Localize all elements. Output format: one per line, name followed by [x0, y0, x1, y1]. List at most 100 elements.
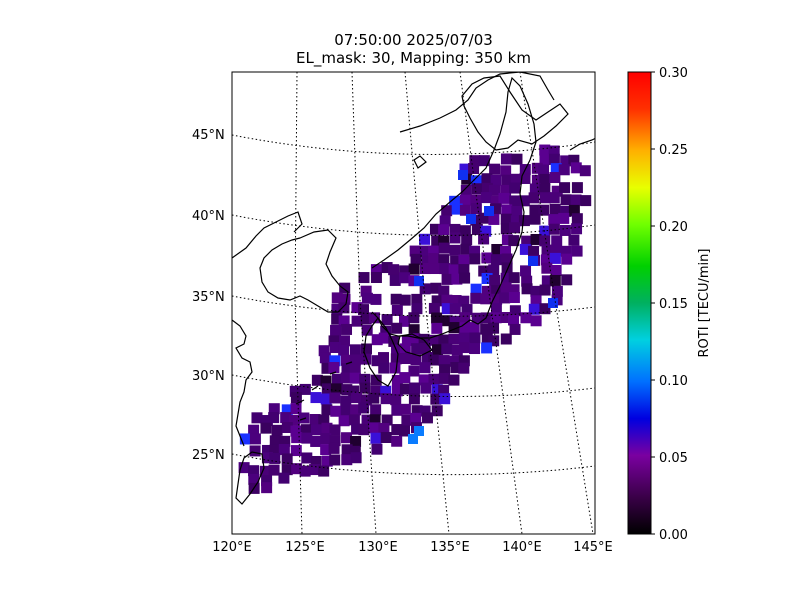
roti-cell: [508, 272, 520, 284]
roti-cell: [419, 245, 431, 257]
roti-cell: [490, 195, 502, 207]
roti-cell: [511, 205, 523, 217]
map-title-time: 07:50:00 2025/07/03: [334, 31, 493, 49]
roti-cell: [458, 355, 470, 367]
roti-cell: [548, 153, 560, 165]
roti-cell: [380, 393, 392, 405]
coastline-japan-honshu: [371, 76, 537, 339]
roti-cell: [378, 362, 390, 374]
roti-cell-elevated: [414, 276, 424, 286]
roti-cell: [391, 304, 403, 316]
roti-cell: [438, 384, 450, 396]
coastline-taiwan: [235, 451, 265, 505]
roti-cell: [381, 262, 393, 274]
roti-cell: [338, 315, 350, 327]
roti-cell: [558, 212, 570, 224]
roti-cell: [431, 384, 443, 396]
roti-cell: [399, 315, 411, 327]
roti-cell: [239, 433, 251, 445]
roti-cell: [409, 382, 421, 394]
roti-cell: [358, 304, 370, 316]
parallel-30n: [232, 374, 595, 397]
roti-cell: [319, 352, 331, 364]
roti-cell: [350, 452, 362, 464]
roti-cell: [391, 435, 403, 447]
roti-cell: [301, 452, 313, 464]
longitude-labels: 120°E 125°E 130°E 135°E 140°E 145°E: [212, 540, 613, 555]
roti-cell: [521, 283, 533, 295]
lon-label-135: 135°E: [430, 540, 470, 555]
roti-cell: [331, 373, 343, 385]
roti-cell: [539, 154, 551, 166]
roti-cell: [431, 405, 443, 417]
roti-cell: [380, 385, 392, 397]
colorbar-tick-label: 0.00: [659, 528, 688, 543]
roti-cell: [419, 263, 431, 275]
roti-cell: [268, 403, 280, 415]
roti-cell: [500, 223, 512, 235]
roti-cell: [459, 312, 471, 324]
roti-cell: [360, 313, 372, 325]
roti-cell: [539, 303, 551, 315]
roti-cell: [370, 404, 382, 416]
roti-cell: [410, 354, 422, 366]
roti-cell: [500, 272, 512, 284]
roti-cell: [281, 464, 293, 476]
roti-cell: [329, 454, 341, 466]
roti-cell: [428, 354, 440, 366]
roti-cell: [350, 435, 362, 447]
roti-cell: [290, 403, 302, 415]
roti-cell: [579, 165, 591, 177]
roti-cell: [480, 323, 492, 335]
roti-cell: [459, 194, 471, 206]
roti-cell: [351, 423, 363, 435]
roti-cell: [460, 184, 472, 196]
roti-cell: [408, 275, 420, 287]
colorbar-tick-label: 0.20: [659, 220, 688, 235]
roti-cell: [481, 173, 493, 185]
roti-cell: [290, 425, 302, 437]
roti-cell: [470, 283, 482, 295]
roti-cell: [501, 234, 513, 246]
roti-cell: [551, 235, 563, 247]
roti-cell: [480, 225, 492, 237]
roti-cell: [550, 163, 562, 175]
roti-cell: [378, 352, 390, 364]
roti-cell: [361, 414, 373, 426]
roti-cell: [341, 454, 353, 466]
roti-cell: [558, 164, 570, 176]
roti-cell: [348, 385, 360, 397]
roti-cell: [550, 264, 562, 276]
roti-cell: [441, 343, 453, 355]
roti-cell: [559, 182, 571, 194]
roti-cell: [409, 333, 421, 345]
roti-cell: [518, 195, 530, 207]
lat-label-40: 40°N: [192, 209, 225, 224]
roti-cell: [481, 285, 493, 297]
roti-cell: [349, 344, 361, 356]
roti-cell: [421, 352, 433, 364]
roti-cell: [391, 385, 403, 397]
roti-cell: [380, 325, 392, 337]
roti-cell: [330, 324, 342, 336]
roti-cell: [261, 475, 273, 487]
roti-cell: [431, 344, 443, 356]
roti-cell: [561, 253, 573, 265]
roti-cell: [459, 204, 471, 216]
roti-cell: [448, 374, 460, 386]
roti-cell: [341, 323, 353, 335]
roti-cell: [509, 182, 521, 194]
roti-cell: [570, 194, 582, 206]
roti-cell: [560, 194, 572, 206]
roti-cell: [269, 435, 281, 447]
roti-cell: [371, 355, 383, 367]
lat-label-30: 30°N: [192, 369, 225, 384]
roti-cell: [488, 322, 500, 334]
roti-cell: [529, 183, 541, 195]
coastline-korea: [259, 229, 349, 313]
colorbar-tick-label: 0.10: [659, 374, 688, 389]
roti-cell: [449, 195, 461, 207]
roti-cell: [448, 322, 460, 334]
roti-cell: [318, 345, 330, 357]
roti-cell: [359, 382, 371, 394]
